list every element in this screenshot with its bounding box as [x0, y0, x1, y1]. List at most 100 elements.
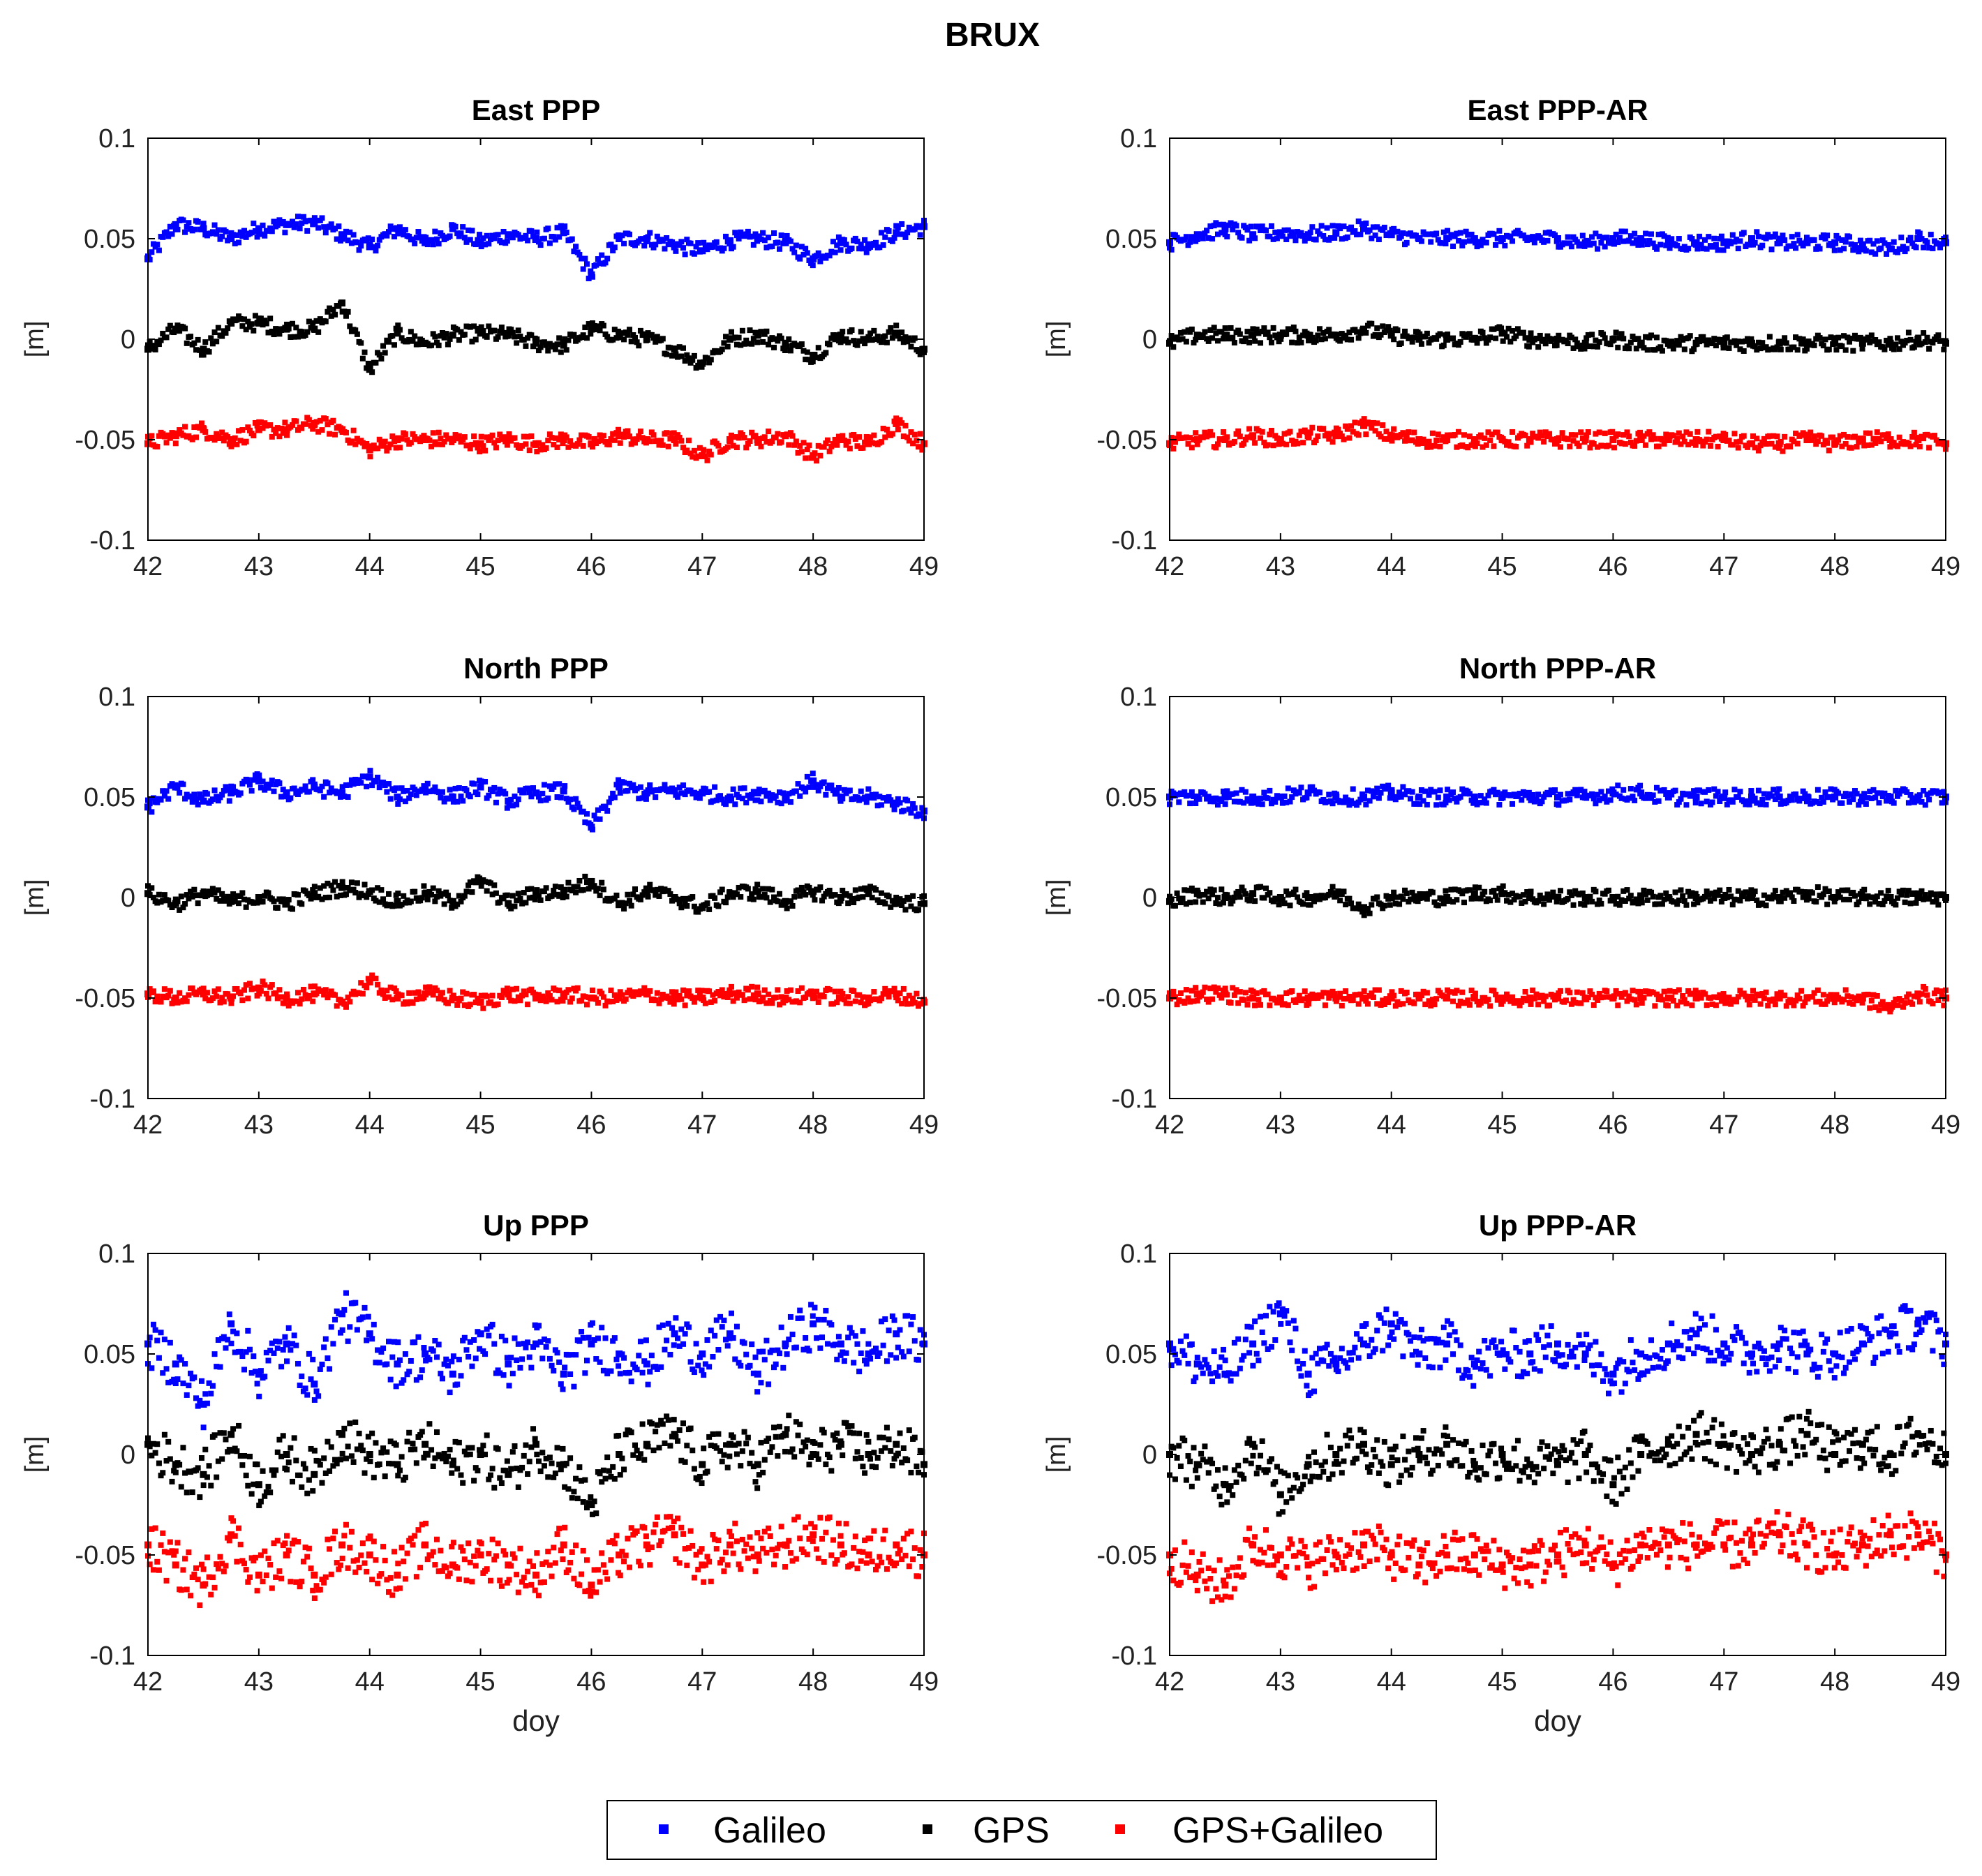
- scatter-marker: [265, 329, 271, 336]
- scatter-marker: [251, 221, 257, 227]
- scatter-marker: [1743, 889, 1749, 895]
- scatter-marker: [699, 988, 705, 994]
- scatter-marker: [1845, 793, 1851, 799]
- scatter-marker: [343, 782, 349, 789]
- scatter-marker: [604, 334, 611, 340]
- scatter-marker: [786, 336, 792, 342]
- scatter-marker: [1402, 791, 1408, 798]
- scatter-marker: [1615, 782, 1621, 789]
- scatter-marker: [1381, 224, 1387, 230]
- scatter-marker: [445, 893, 451, 899]
- scatter-marker: [182, 325, 188, 332]
- scatter-marker: [872, 336, 879, 343]
- scatter-marker: [234, 232, 240, 238]
- scatter-marker: [880, 242, 886, 248]
- scatter-marker: [715, 442, 722, 449]
- scatter-marker: [691, 903, 697, 909]
- scatter-marker: [1335, 426, 1341, 433]
- scatter-marker: [1424, 444, 1430, 450]
- scatter-marker: [371, 244, 377, 251]
- scatter-marker: [1700, 334, 1706, 340]
- scatter-marker: [1718, 233, 1724, 239]
- scatter-marker: [1265, 329, 1271, 336]
- scatter-marker: [712, 784, 718, 790]
- scatter-marker: [1648, 231, 1655, 237]
- scatter-marker: [1537, 892, 1543, 898]
- scatter-marker: [860, 994, 866, 1000]
- scatter-marker: [1476, 335, 1482, 341]
- scatter-marker: [1281, 431, 1288, 437]
- data-point: [837, 239, 844, 246]
- scatter-marker: [814, 988, 820, 995]
- scatter-marker: [653, 794, 659, 801]
- scatter-marker: [834, 332, 840, 338]
- scatter-marker: [1366, 227, 1373, 233]
- data-point: [1858, 794, 1866, 801]
- scatter-marker: [172, 782, 179, 788]
- scatter-marker: [460, 798, 466, 804]
- scatter-marker: [1440, 900, 1447, 907]
- scatter-marker: [478, 324, 484, 330]
- scatter-marker: [1361, 912, 1367, 918]
- scatter-marker: [641, 985, 648, 991]
- scatter-marker: [621, 906, 627, 912]
- scatter-marker: [1553, 898, 1560, 904]
- scatter-marker: [1648, 436, 1655, 442]
- scatter-marker: [408, 898, 414, 904]
- scatter-marker: [1856, 439, 1862, 445]
- scatter-marker: [1613, 329, 1619, 336]
- scatter-marker: [902, 234, 909, 240]
- scatter-marker: [580, 808, 586, 814]
- scatter-marker: [1396, 789, 1403, 796]
- scatter-marker: [284, 789, 290, 795]
- scatter-marker: [895, 225, 901, 231]
- scatter-marker: [398, 992, 405, 999]
- scatter-marker: [1803, 345, 1810, 352]
- scatter-marker: [150, 241, 156, 247]
- scatter-marker: [1909, 795, 1916, 801]
- scatter-marker: [685, 355, 692, 362]
- scatter-marker: [1363, 220, 1369, 226]
- scatter-marker: [704, 355, 710, 362]
- scatter-marker: [637, 429, 643, 435]
- scatter-marker: [782, 798, 788, 804]
- scatter-marker: [386, 994, 392, 1000]
- scatter-marker: [1726, 438, 1732, 444]
- scatter-marker: [878, 439, 884, 445]
- scatter-marker: [724, 894, 731, 900]
- scatter-marker: [856, 246, 863, 252]
- scatter-marker: [1553, 439, 1560, 445]
- scatter-marker: [186, 895, 192, 902]
- scatter-marker: [1787, 243, 1794, 249]
- scatter-marker: [424, 990, 431, 996]
- scatter-marker: [1337, 225, 1343, 232]
- scatter-marker: [574, 884, 581, 890]
- scatter-marker: [1579, 436, 1586, 442]
- scatter-marker: [319, 783, 325, 789]
- scatter-marker: [1782, 335, 1788, 341]
- scatter-marker: [1346, 329, 1353, 336]
- scatter-marker: [1835, 334, 1842, 341]
- scatter-marker: [558, 431, 564, 438]
- scatter-marker: [174, 999, 181, 1006]
- scatter-marker: [593, 996, 599, 1002]
- scatter-marker: [1776, 338, 1782, 345]
- scatter-marker: [1295, 340, 1301, 346]
- scatter-marker: [154, 900, 161, 906]
- scatter-marker: [447, 233, 453, 239]
- scatter-marker: [486, 241, 492, 247]
- scatter-marker: [1177, 329, 1184, 336]
- scatter-marker: [1579, 232, 1586, 239]
- scatter-marker: [156, 341, 162, 348]
- scatter-marker: [282, 794, 288, 800]
- scatter-marker: [525, 886, 531, 893]
- scatter-marker: [1528, 439, 1534, 445]
- scatter-marker: [891, 985, 897, 992]
- scatter-marker: [310, 221, 316, 228]
- scatter-marker: [263, 781, 269, 787]
- scatter-marker: [1817, 335, 1823, 341]
- scatter-marker: [1230, 791, 1236, 797]
- scatter-marker: [1333, 791, 1339, 798]
- scatter-marker: [680, 245, 686, 251]
- scatter-marker: [1179, 336, 1186, 342]
